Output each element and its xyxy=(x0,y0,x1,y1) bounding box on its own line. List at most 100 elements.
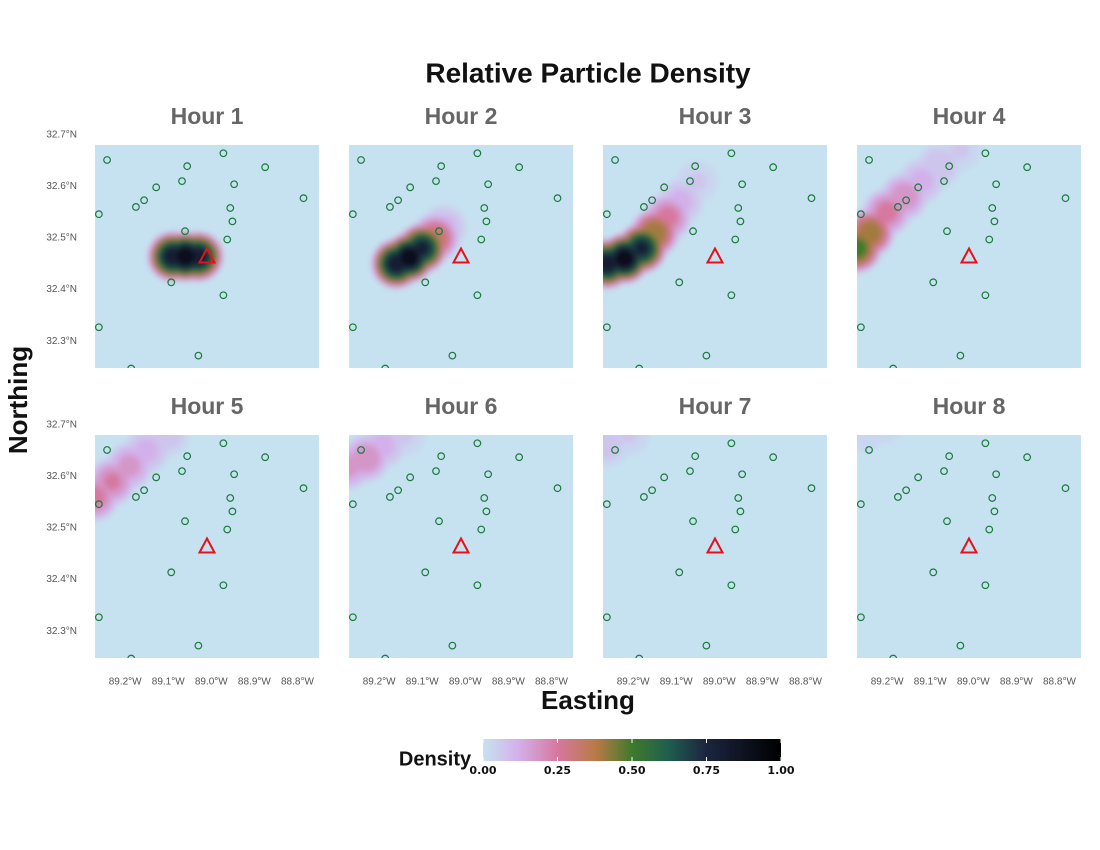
station xyxy=(261,163,270,172)
station xyxy=(929,278,938,287)
colorbar-tick-label: 0.50 xyxy=(618,764,645,777)
station xyxy=(226,494,235,502)
station xyxy=(349,613,357,622)
station xyxy=(635,364,644,368)
station xyxy=(230,470,239,479)
station xyxy=(381,364,390,368)
station xyxy=(406,183,415,192)
station xyxy=(689,517,697,526)
station xyxy=(992,180,1001,189)
station xyxy=(1023,453,1032,462)
station xyxy=(691,162,700,171)
y-tick-label: 32.3°N xyxy=(46,336,77,347)
station xyxy=(990,217,999,226)
station xyxy=(675,568,684,577)
station xyxy=(349,210,357,219)
station xyxy=(386,493,394,501)
x-tick-label: 88.8°W xyxy=(1043,677,1076,688)
station xyxy=(857,500,865,509)
station xyxy=(152,183,161,192)
station xyxy=(738,180,747,189)
panel-background xyxy=(349,435,573,658)
station xyxy=(553,194,562,203)
x-tick-label: 88.8°W xyxy=(281,677,314,688)
station xyxy=(381,654,390,658)
station xyxy=(603,613,611,622)
station xyxy=(929,568,938,577)
density-contour xyxy=(352,444,380,472)
station xyxy=(127,364,136,368)
station xyxy=(914,473,923,482)
density-contour xyxy=(857,435,883,452)
station xyxy=(219,439,228,448)
station xyxy=(981,149,990,158)
density-contour xyxy=(189,247,208,266)
density-contour xyxy=(857,237,868,259)
source-marker xyxy=(451,536,471,554)
station xyxy=(152,473,161,482)
station xyxy=(421,278,430,287)
x-tick-label: 89.2°W xyxy=(617,677,650,688)
y-tick-label: 32.5°N xyxy=(46,523,77,534)
station xyxy=(477,525,486,534)
station xyxy=(686,467,694,476)
y-tick-label: 32.4°N xyxy=(46,574,77,585)
station xyxy=(183,162,192,171)
station xyxy=(484,180,493,189)
source-marker xyxy=(197,246,217,264)
facet-title: Hour 6 xyxy=(425,393,498,419)
station xyxy=(640,493,648,501)
station xyxy=(386,203,394,211)
density-contour xyxy=(395,435,415,445)
station xyxy=(132,203,140,211)
station xyxy=(731,525,740,534)
station xyxy=(902,196,911,205)
x-tick-label: 88.9°W xyxy=(492,677,525,688)
station xyxy=(448,351,457,360)
x-tick-label: 89.1°W xyxy=(406,677,439,688)
station xyxy=(140,196,149,205)
panel-background xyxy=(857,435,1081,658)
density-contour xyxy=(177,248,194,265)
y-tick-label: 32.5°N xyxy=(46,233,77,244)
x-tick-label: 89.1°W xyxy=(152,677,185,688)
station xyxy=(990,507,999,516)
station xyxy=(223,235,232,244)
facet-title: Hour 5 xyxy=(171,393,244,419)
station xyxy=(943,227,951,236)
station xyxy=(435,227,443,236)
source-marker xyxy=(705,536,725,554)
x-tick-label: 89.0°W xyxy=(449,677,482,688)
station xyxy=(515,163,524,172)
density-contour xyxy=(951,145,970,160)
station xyxy=(437,452,446,461)
station xyxy=(357,446,365,454)
station xyxy=(603,323,611,332)
station xyxy=(1023,163,1032,172)
x-tick-label: 89.2°W xyxy=(363,677,396,688)
density-plume xyxy=(857,435,900,452)
station xyxy=(603,210,611,219)
station xyxy=(223,525,232,534)
station xyxy=(226,204,235,212)
y-tick-label: 32.3°N xyxy=(46,626,77,637)
station xyxy=(702,351,711,360)
station xyxy=(432,177,440,186)
station xyxy=(473,439,482,448)
colorbar-tick-label: 0.00 xyxy=(469,764,496,777)
facet-title: Hour 2 xyxy=(425,103,498,129)
station xyxy=(482,217,491,226)
station xyxy=(299,484,308,493)
y-tick-label: 32.4°N xyxy=(46,284,77,295)
density-contour xyxy=(909,169,934,193)
colorbar xyxy=(483,739,781,761)
x-tick-label: 89.1°W xyxy=(914,677,947,688)
station xyxy=(219,581,228,590)
station xyxy=(611,446,619,454)
station xyxy=(603,500,611,509)
station xyxy=(648,196,657,205)
density-contour xyxy=(876,201,898,223)
x-tick-label: 89.0°W xyxy=(195,677,228,688)
station xyxy=(981,291,990,300)
station xyxy=(981,581,990,590)
